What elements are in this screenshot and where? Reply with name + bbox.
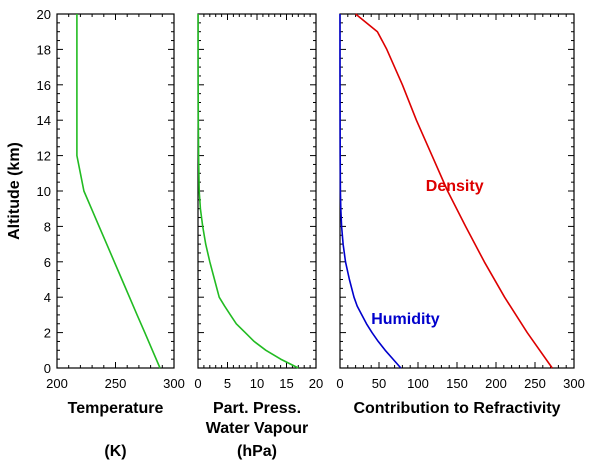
- series-line-1: [197, 14, 299, 369]
- x-axis-title-line: Temperature: [68, 400, 164, 417]
- panel-1: 200 250 300 0 2 4 6 8 10 12 14 16 18 20 Altitude (km) T…: [6, 7, 185, 460]
- x-axis-title-line: Water Vapour: [206, 420, 309, 437]
- x-tick-label: 5: [224, 376, 231, 391]
- x-axis-title-line: Contribution to Refractivity: [353, 400, 560, 417]
- y-tick-label: 16: [37, 78, 51, 93]
- panel-frame: [197, 13, 317, 369]
- series-line-1: [355, 13, 553, 369]
- x-tick-label: 50: [372, 376, 386, 391]
- panel-2: 0 5 10 15 20 Part. Press. Water Vapour (hPa): [194, 13, 323, 460]
- series-line-2: [339, 14, 402, 369]
- x-axis-title-line: Part. Press.: [213, 400, 301, 417]
- series-annotation: Density: [426, 178, 484, 195]
- x-tick-label: 150: [446, 376, 468, 391]
- y-tick-label: 20: [37, 7, 51, 22]
- y-tick-label: 6: [44, 255, 51, 270]
- y-tick-label: 0: [44, 361, 51, 376]
- x-tick-label: 0: [194, 376, 201, 391]
- x-axis-title-line: (hPa): [237, 443, 277, 460]
- y-tick-label: 10: [37, 184, 51, 199]
- y-tick-label: 2: [44, 326, 51, 341]
- series-line-1: [76, 14, 161, 369]
- x-tick-label: 200: [485, 376, 507, 391]
- x-tick-label: 250: [524, 376, 546, 391]
- y-tick-label: 4: [44, 290, 51, 305]
- x-tick-label: 250: [105, 376, 127, 391]
- series-annotation: Humidity: [371, 311, 440, 328]
- x-tick-label: 100: [407, 376, 429, 391]
- x-tick-label: 20: [309, 376, 323, 391]
- x-tick-label: 300: [563, 376, 585, 391]
- y-axis-title: Altitude (km): [6, 142, 23, 240]
- x-tick-label: 0: [336, 376, 343, 391]
- x-tick-label: 10: [250, 376, 264, 391]
- x-tick-label: 200: [46, 376, 68, 391]
- x-tick-label: 300: [163, 376, 185, 391]
- y-tick-label: 8: [44, 219, 51, 234]
- x-tick-label: 15: [279, 376, 293, 391]
- y-tick-label: 12: [37, 149, 51, 164]
- x-axis-title-line: (K): [104, 443, 126, 460]
- y-tick-label: 14: [37, 113, 51, 128]
- panel-frame: [56, 13, 175, 369]
- y-tick-label: 18: [37, 42, 51, 57]
